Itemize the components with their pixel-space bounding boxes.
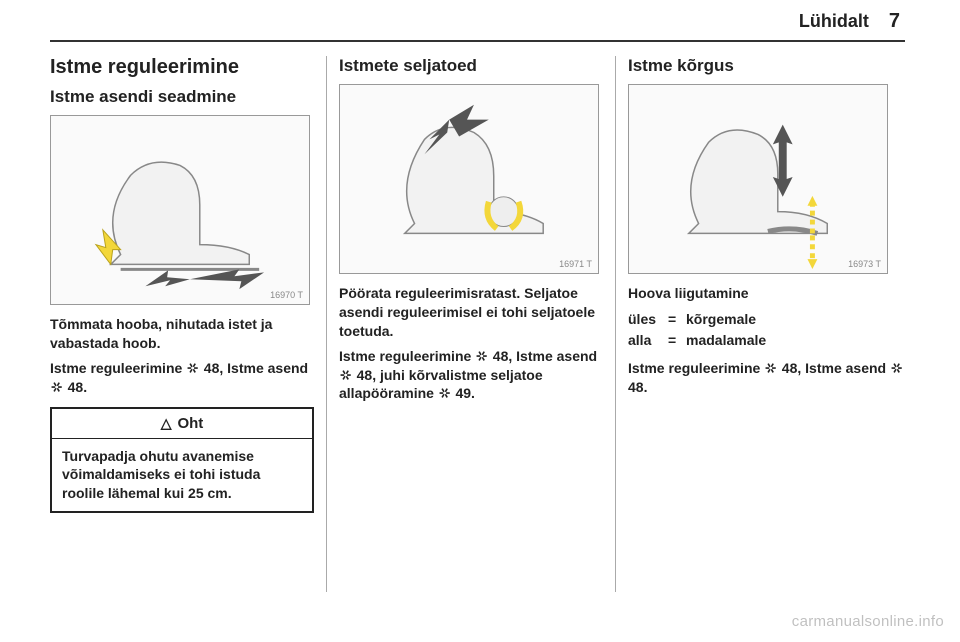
col3-ref-c: . — [644, 379, 648, 395]
col1-ref-b: , Istme asend — [219, 360, 308, 376]
danger-title: Oht — [177, 415, 203, 432]
lever-eq: = — [668, 330, 686, 351]
column-2: Istmete seljatoed 16971 T Pöörata regule… — [339, 56, 616, 592]
ref-symbol: ✲ — [761, 357, 781, 379]
col2-ref-a-page: 48 — [493, 348, 509, 364]
lever-dir-up: üles — [628, 309, 668, 330]
col2-figure-id: 16971 T — [559, 259, 592, 269]
col1-ref-a: Istme reguleerimine — [50, 360, 186, 376]
col2-ref-b: , Istme asend — [508, 348, 597, 364]
col2-paragraph: Pöörata reguleerimisratast. Seljatoe ase… — [339, 284, 603, 341]
col2-ref-a: Istme reguleerimine — [339, 348, 475, 364]
header-page-number: 7 — [889, 10, 900, 33]
danger-box: △ Oht Turvapadja ohutu avanemise võimald… — [50, 407, 314, 514]
col1-paragraph: Tõmmata hooba, nihutada istet ja vabasta… — [50, 315, 314, 353]
col3-reference: Istme reguleerimine ✲ 48, Istme asend ✲ … — [628, 359, 905, 397]
lever-row-down: alla = madalamale — [628, 330, 905, 351]
danger-title-row: △ Oht — [52, 409, 312, 439]
col3-ref-a-page: 48 — [782, 360, 798, 376]
watermark: carmanualsonline.info — [792, 613, 944, 630]
ref-symbol: ✲ — [435, 383, 455, 405]
seat-recline-illustration — [340, 85, 598, 273]
col1-figure: 16970 T — [50, 115, 310, 305]
lever-eq: = — [668, 309, 686, 330]
col3-ref-b: , Istme asend — [797, 360, 890, 376]
col2-reference: Istme reguleerimine ✲ 48, Istme asend ✲ … — [339, 347, 603, 404]
col1-reference: Istme reguleerimine ✲ 48, Istme asend ✲ … — [50, 359, 314, 397]
header-section: Lühidalt — [799, 11, 869, 32]
col1-ref-c: . — [83, 379, 87, 395]
col2-ref-b-page: 48 — [357, 367, 373, 383]
lever-row-up: üles = kõrgemale — [628, 309, 905, 330]
col1-title: Istme reguleerimine — [50, 56, 314, 79]
lever-meaning-down: madalamale — [686, 330, 905, 351]
ref-symbol: ✲ — [183, 357, 203, 379]
col2-ref-d: . — [471, 385, 475, 401]
col1-ref-b-page: 48 — [68, 379, 84, 395]
col2-figure: 16971 T — [339, 84, 599, 274]
seat-height-illustration — [629, 85, 887, 273]
lever-meaning-up: kõrgemale — [686, 309, 905, 330]
col3-figure-id: 16973 T — [848, 259, 881, 269]
content-columns: Istme reguleerimine Istme asendi seadmin… — [50, 56, 905, 592]
danger-body: Turvapadja ohutu avanemise võimaldamisek… — [52, 439, 312, 512]
seat-slide-illustration — [51, 116, 309, 304]
col2-ref-c-page: 49 — [455, 385, 471, 401]
lever-direction-table: üles = kõrgemale alla = madalamale — [628, 309, 905, 351]
col1-subtitle: Istme asendi seadmine — [50, 87, 314, 107]
col1-ref-a-page: 48 — [204, 360, 220, 376]
ref-symbol: ✲ — [47, 376, 67, 398]
col1-figure-id: 16970 T — [270, 290, 303, 300]
column-3: Istme kõrgus 16973 T Hoova liigutamine ü… — [628, 56, 905, 592]
col2-subtitle: Istmete seljatoed — [339, 56, 603, 76]
page-header: Lühidalt 7 — [799, 10, 900, 33]
ref-symbol: ✲ — [472, 345, 492, 367]
col3-lever-heading: Hoova liigutamine — [628, 284, 905, 303]
warning-triangle-icon: △ — [161, 415, 172, 432]
lever-dir-down: alla — [628, 330, 668, 351]
ref-symbol: ✲ — [336, 364, 356, 386]
ref-symbol: ✲ — [887, 357, 907, 379]
col3-ref-b-page: 48 — [628, 379, 644, 395]
column-1: Istme reguleerimine Istme asendi seadmin… — [50, 56, 327, 592]
col3-ref-a: Istme reguleerimine — [628, 360, 764, 376]
col3-subtitle: Istme kõrgus — [628, 56, 905, 76]
col3-figure: 16973 T — [628, 84, 888, 274]
header-rule — [50, 40, 905, 42]
